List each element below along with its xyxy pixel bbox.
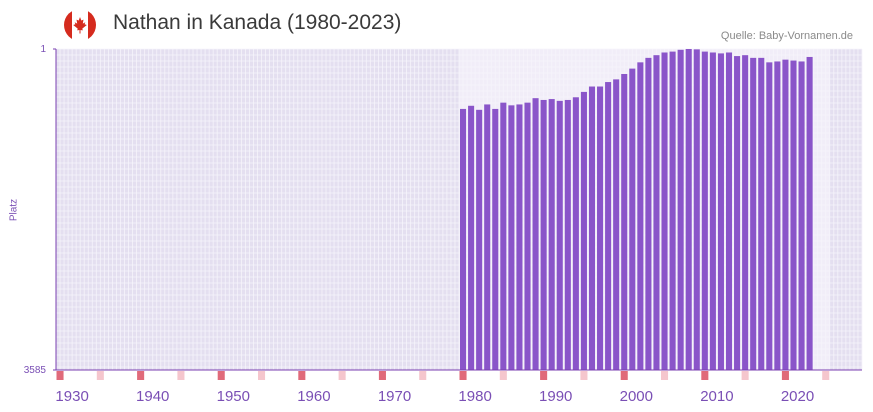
data-bar — [782, 59, 789, 370]
data-bar — [734, 56, 741, 370]
decade-marker — [217, 371, 225, 380]
data-bar — [492, 108, 499, 370]
decade-marker — [701, 371, 709, 380]
half-decade-marker — [499, 371, 507, 380]
data-bar — [645, 57, 652, 370]
x-tick-label: 1960 — [297, 388, 330, 405]
data-bar — [621, 73, 628, 371]
decade-marker — [620, 371, 628, 380]
data-bar — [661, 52, 668, 371]
x-tick-label: 1950 — [217, 388, 250, 405]
data-bar — [750, 57, 757, 370]
data-bar — [556, 100, 563, 371]
half-decade-marker — [822, 371, 830, 380]
x-tick-label: 2020 — [781, 388, 814, 405]
decade-marker — [56, 371, 64, 380]
data-bar — [766, 62, 773, 370]
data-bar — [637, 62, 644, 370]
decade-marker — [378, 371, 386, 380]
data-bar — [701, 51, 708, 370]
data-bar — [580, 91, 587, 371]
data-bar — [685, 49, 692, 370]
x-tick-label: 1970 — [378, 388, 411, 405]
data-bar — [798, 61, 805, 371]
data-bar — [677, 49, 684, 370]
data-bar — [564, 99, 571, 370]
x-tick-label: 2010 — [700, 388, 733, 405]
chart-header: Nathan in Kanada (1980-2023) Quelle: Bab… — [0, 0, 873, 48]
x-tick-label: 1940 — [136, 388, 169, 405]
data-bar — [717, 53, 724, 370]
data-bar — [758, 57, 765, 370]
half-decade-marker — [580, 371, 588, 380]
source-attribution: Quelle: Baby-Vornamen.de — [720, 30, 853, 42]
data-bar — [476, 109, 483, 370]
half-decade-marker — [177, 371, 185, 380]
data-bar — [500, 102, 507, 370]
decade-marker — [298, 371, 306, 380]
data-bar — [653, 55, 660, 371]
data-bar — [516, 104, 523, 371]
decade-marker — [781, 371, 789, 380]
canada-flag-icon — [64, 9, 96, 41]
data-bar — [709, 52, 716, 371]
data-bar — [572, 97, 579, 370]
data-bar — [605, 82, 612, 371]
half-decade-marker — [661, 371, 669, 380]
decade-marker — [459, 371, 467, 380]
data-bar — [597, 86, 604, 371]
x-tick-label: 1930 — [55, 388, 88, 405]
chart-title: Nathan in Kanada (1980-2023) — [113, 11, 402, 34]
data-bar — [774, 61, 781, 371]
half-decade-marker — [419, 371, 427, 380]
data-bar — [693, 49, 700, 371]
data-bar — [508, 105, 515, 371]
half-decade-marker — [258, 371, 266, 380]
data-bar — [484, 104, 491, 371]
y-tick-label: 1 — [40, 44, 46, 55]
half-decade-marker — [741, 371, 749, 380]
x-tick-label: 1980 — [458, 388, 491, 405]
data-bar — [588, 86, 596, 371]
data-bar — [548, 99, 555, 371]
x-tick-label: 2000 — [620, 388, 653, 405]
data-bar — [468, 105, 475, 370]
half-decade-marker — [96, 371, 104, 380]
data-bar — [532, 98, 539, 371]
decade-marker — [540, 371, 548, 380]
data-bar — [524, 102, 531, 370]
x-tick-label: 1990 — [539, 388, 572, 405]
y-tick-label: 3585 — [24, 365, 47, 376]
data-bar — [540, 99, 547, 370]
data-bar — [613, 79, 620, 371]
half-decade-marker — [338, 371, 346, 380]
data-bar — [725, 52, 733, 371]
data-bar — [806, 56, 813, 371]
data-bar — [742, 55, 749, 371]
data-bar — [669, 51, 676, 370]
decade-marker — [137, 371, 145, 380]
data-bar — [629, 68, 636, 370]
data-bar — [460, 108, 467, 370]
data-bar — [790, 60, 797, 370]
